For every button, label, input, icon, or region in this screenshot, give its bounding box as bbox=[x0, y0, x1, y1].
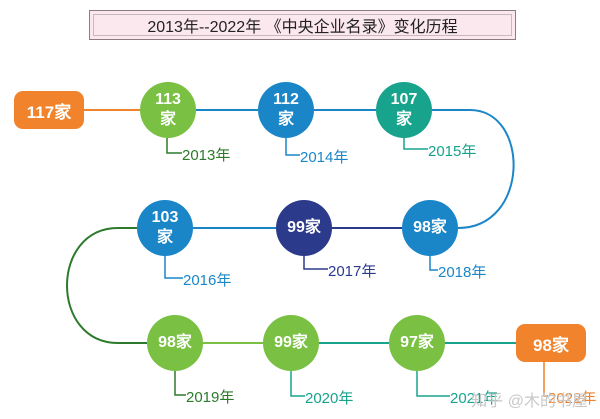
count-node-2018: 98家 bbox=[402, 200, 458, 256]
diagram-title: 2013年--2022年 《中央企业名录》变化历程 bbox=[89, 10, 516, 40]
start-count-label: 117家 bbox=[26, 102, 72, 122]
count-node-2014-number: 112 bbox=[273, 91, 299, 108]
leader-2015 bbox=[403, 138, 428, 150]
count-node-2013-unit: 家 bbox=[159, 111, 176, 128]
count-node-2016: 103 家 bbox=[137, 200, 193, 256]
count-node-2019: 98家 bbox=[147, 315, 203, 371]
connector-2015-2018 bbox=[432, 109, 515, 229]
count-node-2016-unit: 家 bbox=[156, 229, 173, 246]
leader-2014 bbox=[285, 138, 300, 156]
count-node-2013: 113 家 bbox=[140, 82, 196, 138]
count-node-2017-number: 99家 bbox=[287, 219, 321, 236]
year-label-2013: 2013年 bbox=[182, 147, 231, 164]
year-label-2014: 2014年 bbox=[300, 149, 349, 166]
end-count-label: 98家 bbox=[533, 335, 569, 355]
year-label-2020: 2020年 bbox=[305, 390, 354, 407]
leader-2018 bbox=[429, 256, 438, 271]
count-node-2017: 99家 bbox=[276, 200, 332, 256]
start-count-pill: 117家 bbox=[14, 91, 84, 129]
year-label-2021: 2021年 bbox=[450, 390, 499, 407]
year-label-2016: 2016年 bbox=[183, 272, 232, 289]
end-count-pill: 98家 bbox=[516, 324, 586, 362]
count-node-2015-unit: 家 bbox=[395, 111, 412, 128]
count-node-2020-number: 99家 bbox=[274, 334, 308, 351]
leader-2013 bbox=[166, 138, 182, 154]
count-node-2014-unit: 家 bbox=[277, 111, 294, 128]
count-node-2020: 99家 bbox=[263, 315, 319, 371]
count-node-2016-number: 103 bbox=[151, 209, 179, 226]
leader-2017 bbox=[303, 256, 328, 270]
year-label-2017: 2017年 bbox=[328, 263, 377, 280]
count-node-2018-number: 98家 bbox=[413, 219, 447, 236]
year-label-2018: 2018年 bbox=[438, 264, 487, 281]
count-node-2013-number: 113 bbox=[155, 91, 181, 108]
year-label-2015: 2015年 bbox=[428, 143, 477, 160]
count-node-2015-number: 107 bbox=[390, 91, 418, 108]
leader-2021 bbox=[416, 371, 450, 397]
count-node-2021: 97家 bbox=[389, 315, 445, 371]
watermark: 知乎 @木的书屋 bbox=[471, 393, 588, 410]
leader-2016 bbox=[164, 256, 183, 279]
leader-2020 bbox=[290, 371, 305, 397]
count-node-2021-number: 97家 bbox=[400, 334, 434, 351]
count-node-2015: 107 家 bbox=[376, 82, 432, 138]
count-node-2019-number: 98家 bbox=[158, 334, 192, 351]
count-node-2014: 112 家 bbox=[258, 82, 314, 138]
connector-2016-2019 bbox=[66, 227, 147, 344]
leader-2019 bbox=[174, 371, 186, 396]
year-label-2019: 2019年 bbox=[186, 389, 235, 406]
leader-2022 bbox=[543, 362, 548, 397]
year-label-2022: 2022年 bbox=[548, 390, 597, 407]
